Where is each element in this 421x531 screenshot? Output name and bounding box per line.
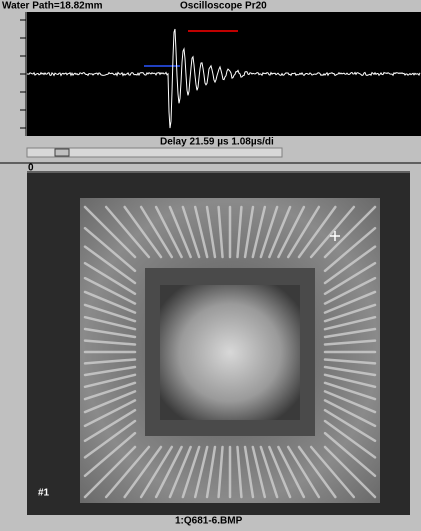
- filename: 1:Q681-6.BMP: [175, 516, 243, 526]
- delay: Delay 21.59 µs 1.08µs/di: [160, 137, 274, 148]
- acoustic-microscope-window: Water Path=18.82mm Oscilloscope Pr20 Del…: [0, 0, 421, 526]
- marker: #1: [38, 488, 50, 499]
- die: [160, 285, 300, 420]
- water-path: Water Path=18.82mm: [2, 1, 103, 12]
- scroll-thumb[interactable]: [55, 149, 69, 156]
- page: Water Path=18.82mm Oscilloscope Pr20 Del…: [0, 0, 421, 526]
- scope-title: Oscilloscope Pr20: [180, 1, 267, 12]
